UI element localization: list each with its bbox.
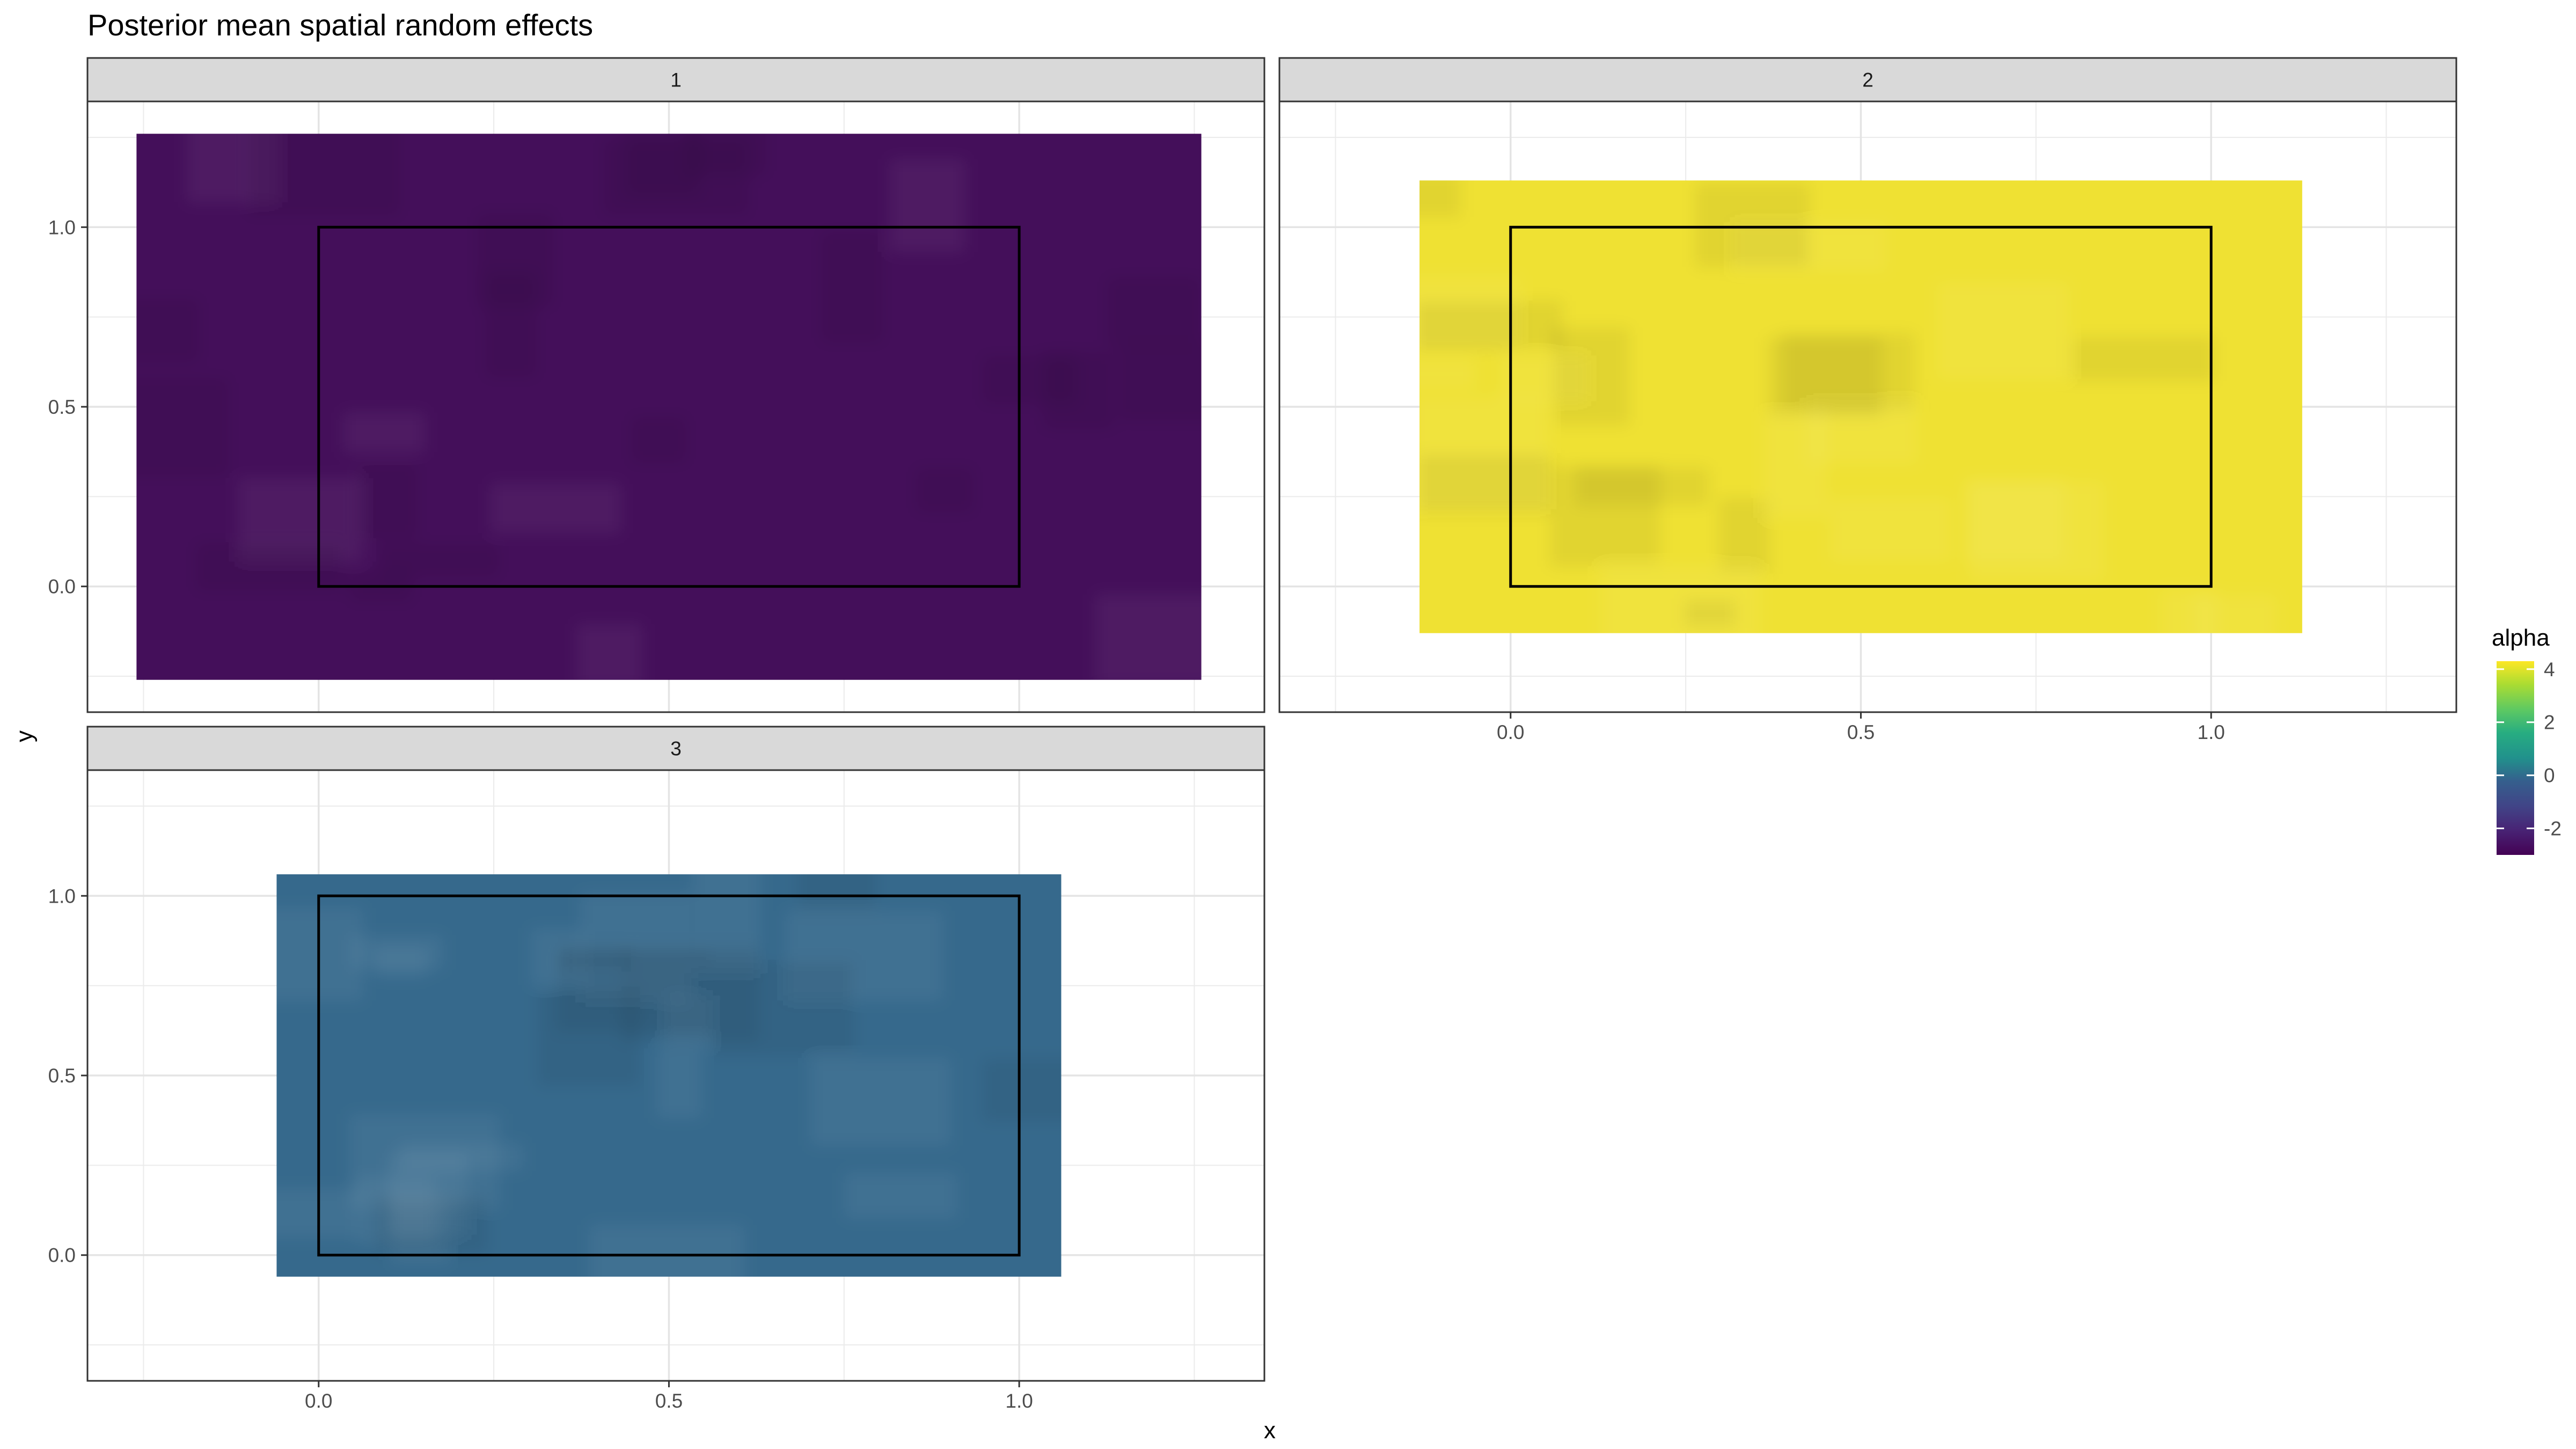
domain-boundary bbox=[317, 225, 1021, 588]
domain-boundary bbox=[317, 894, 1021, 1257]
facet-strip bbox=[86, 726, 1265, 771]
x-tick-label: 0.0 bbox=[305, 1390, 332, 1412]
x-tick-label: 0.0 bbox=[1497, 721, 1524, 743]
facet-strip-label: 1 bbox=[670, 69, 682, 91]
x-tick-label: 0.5 bbox=[1847, 721, 1875, 743]
facet-panel-1: 1 0.0 0.5 1.0 bbox=[48, 57, 1265, 713]
colorbar bbox=[2497, 661, 2534, 855]
facet-panels: 1 0.0 0.5 1.0 2 0.0 0.5 1.0 3 0.0 0.5 1.0 0.0 0.5 1.0 bbox=[48, 57, 2457, 1412]
y-axis-title: y bbox=[11, 730, 38, 742]
y-tick-label: 0.5 bbox=[48, 1065, 76, 1087]
raster-variation bbox=[136, 134, 1202, 680]
raster-variation bbox=[1419, 180, 2277, 633]
panel-border bbox=[1278, 100, 2457, 713]
x-tick-label: 1.0 bbox=[2197, 721, 2224, 743]
colorbar-tick-label: 2 bbox=[2544, 712, 2555, 734]
y-tick-label: 1.0 bbox=[48, 885, 76, 907]
y-tick-label: 0.5 bbox=[48, 396, 76, 418]
colorbar-ticks: 4 2 0 -2 bbox=[2497, 658, 2562, 840]
y-tick-label: 0.0 bbox=[48, 576, 76, 598]
legend-title: alpha bbox=[2492, 625, 2550, 651]
x-tick-label: 1.0 bbox=[1005, 1390, 1033, 1412]
y-tick-label: 0.0 bbox=[48, 1245, 76, 1267]
chart-title: Posterior mean spatial random effects bbox=[87, 8, 593, 42]
facet-strip bbox=[1278, 57, 2457, 103]
facet-strip bbox=[86, 57, 1265, 103]
domain-boundary bbox=[1509, 225, 2213, 588]
legend: alpha 4 2 0 -2 bbox=[2492, 625, 2562, 855]
facet-strip-label: 2 bbox=[1862, 69, 1874, 91]
facet-strip-label: 3 bbox=[670, 738, 682, 760]
colorbar-tick-label: 0 bbox=[2544, 765, 2555, 787]
facet-panel-2: 2 0.0 0.5 1.0 bbox=[1278, 57, 2457, 743]
facet-panel-3: 3 0.0 0.5 1.0 0.0 0.5 1.0 bbox=[48, 726, 1265, 1412]
x-tick-label: 0.5 bbox=[655, 1390, 683, 1412]
colorbar-tick-label: -2 bbox=[2544, 818, 2562, 840]
colorbar-tick-label: 4 bbox=[2544, 658, 2555, 680]
y-tick-label: 1.0 bbox=[48, 216, 76, 238]
x-axis-title: x bbox=[1264, 1417, 1276, 1444]
